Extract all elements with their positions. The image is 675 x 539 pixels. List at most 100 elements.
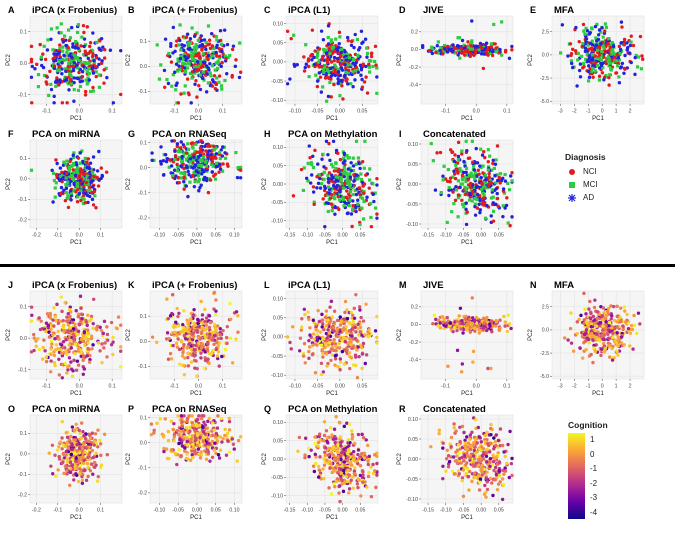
data-point [375,212,379,216]
data-point [602,78,606,82]
data-point [338,330,342,334]
data-point [346,63,350,67]
data-point [495,191,499,196]
data-point [497,328,502,333]
data-point [206,53,211,58]
data-point [186,41,191,45]
data-point [222,28,227,32]
data-point [611,331,615,335]
data-point [186,322,190,326]
data-point [581,22,586,27]
data-point [70,176,75,181]
data-point [67,82,71,86]
data-point [238,168,243,172]
data-point [594,36,598,40]
data-point [322,327,326,332]
data-point [343,310,347,315]
data-point [46,38,50,42]
data-point [339,66,344,70]
data-point [427,48,432,53]
data-point [41,357,45,361]
data-point [72,80,76,85]
data-point [196,317,200,322]
data-point [327,197,331,201]
data-point [619,335,624,339]
data-point [173,157,177,162]
panel-title: iPCA (x Frobenius) [32,5,117,16]
data-point [455,328,459,333]
data-point [83,343,87,348]
data-point [494,319,499,324]
panel-letter: C [264,5,271,15]
data-point [485,48,490,52]
data-point [181,363,185,368]
data-point [344,195,349,200]
data-point [313,371,318,375]
data-point [225,42,230,47]
data-point [154,340,159,344]
data-point [197,56,202,60]
data-point [79,306,83,310]
data-point [334,66,338,70]
data-point [367,334,372,338]
data-point [495,178,500,183]
data-point [469,171,473,175]
data-point [448,148,453,152]
data-point [447,185,451,190]
data-point [326,177,331,181]
data-point [454,163,458,167]
data-point [578,346,582,350]
data-point [358,330,362,334]
data-point [200,330,204,334]
data-point [489,45,494,49]
data-point [216,336,220,341]
data-point [175,81,179,85]
y-tick-label: 0.0 [140,64,147,70]
data-point [604,25,609,29]
x-tick-label: -2 [572,384,577,390]
data-point [205,326,209,330]
data-point [182,52,187,56]
data-point [73,45,77,49]
data-point [338,189,342,194]
data-point [217,74,222,78]
data-point [461,170,466,175]
data-point [197,83,201,88]
data-point [312,200,316,204]
data-point [87,188,92,193]
data-point [53,348,58,352]
data-point [71,327,76,331]
data-point [579,54,584,58]
data-point [594,324,599,328]
data-point [80,70,85,74]
data-point [317,319,322,324]
data-point [597,28,602,32]
data-point [608,61,612,65]
data-point [451,329,455,334]
panel-title: iPCA (+ Frobenius) [152,280,237,291]
data-point [332,320,336,325]
y-tick-label: 0.1 [140,39,147,45]
x-tick-label: -0.05 [319,233,331,239]
data-point [347,68,351,72]
data-point [193,82,197,87]
data-point [348,166,352,170]
data-point [177,64,181,68]
data-point [72,55,77,60]
data-point [186,66,190,70]
y-axis-label: PC2 [397,178,403,190]
data-point [87,71,91,75]
data-point [61,319,65,323]
data-point [209,162,214,166]
data-point [340,171,344,175]
data-point [207,325,212,330]
data-point [319,29,324,33]
data-point [38,42,42,47]
data-point [62,58,66,62]
data-point [223,78,227,83]
data-point [476,168,480,173]
data-point [367,186,371,190]
data-point [359,68,364,72]
data-point [573,49,578,53]
